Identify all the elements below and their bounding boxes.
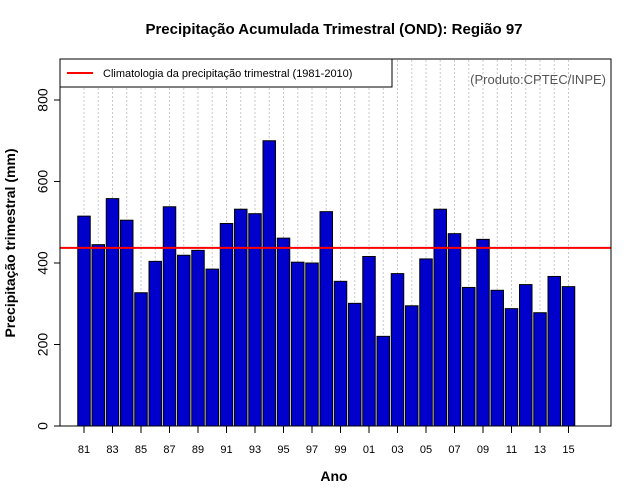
y-tick-label: 0 — [35, 422, 51, 430]
bar-1986 — [148, 260, 162, 427]
bar-2005 — [419, 258, 433, 427]
y-axis: 0 200 400 600 800 — [35, 59, 61, 430]
credit-text: (Produto:CPTEC/INPE) — [470, 72, 606, 87]
bar-2003 — [390, 273, 405, 427]
bar-2013 — [533, 312, 547, 427]
x-tick-label: 87 — [163, 444, 175, 456]
bar-2002 — [376, 335, 390, 427]
bar-1994 — [262, 140, 276, 427]
bar-1997 — [305, 262, 319, 427]
x-tick-label: 83 — [106, 444, 118, 456]
bar-2012 — [519, 284, 533, 427]
x-tick-label: 15 — [562, 444, 574, 456]
bar-1983 — [105, 198, 120, 427]
bars — [77, 140, 576, 427]
bar-1996 — [291, 261, 305, 427]
y-tick-label: 400 — [35, 251, 51, 275]
bar-1993 — [248, 213, 262, 427]
bar-2007 — [447, 233, 462, 427]
bar-1999 — [333, 280, 348, 427]
x-tick-label: 91 — [220, 444, 232, 456]
y-tick-label: 200 — [35, 333, 51, 357]
bar-1998 — [319, 211, 333, 427]
x-axis: 81 83 85 87 89 91 93 95 97 99 01 03 05 07 09 11 13 15 — [78, 426, 575, 456]
y-axis-label: Precipitação trimestral (mm) — [2, 148, 18, 337]
x-tick-label: 11 — [506, 444, 517, 456]
legend: Climatologia da precipitação trimestral … — [59, 58, 393, 88]
bar-2001 — [362, 255, 376, 427]
x-tick-label: 99 — [334, 444, 346, 456]
bar-2009 — [476, 238, 490, 427]
bar-2010 — [490, 289, 504, 427]
bar-1988 — [177, 254, 191, 427]
bar-2004 — [405, 305, 419, 427]
bar-1989 — [191, 249, 205, 427]
y-tick-label: 600 — [35, 170, 51, 194]
x-tick-label: 93 — [249, 444, 261, 456]
bar-2015 — [561, 286, 576, 427]
x-tick-label: 05 — [420, 444, 432, 456]
x-tick-label: 97 — [306, 444, 318, 456]
x-tick-label: 01 — [363, 444, 375, 456]
bar-2000 — [348, 302, 362, 427]
x-tick-label: 09 — [477, 444, 489, 456]
bar-1985 — [134, 292, 148, 427]
bar-1995 — [276, 237, 291, 427]
x-tick-label: 03 — [391, 444, 403, 456]
bar-1984 — [120, 219, 134, 427]
bar-2014 — [547, 275, 561, 427]
bar-2008 — [462, 286, 476, 427]
x-axis-label: Ano — [320, 468, 347, 484]
bar-1992 — [234, 208, 248, 427]
x-tick-label: 13 — [534, 444, 546, 456]
bar-1991 — [219, 222, 234, 427]
legend-box — [59, 58, 393, 88]
bar-1987 — [162, 206, 177, 427]
legend-label: Climatologia da precipitação trimestral … — [103, 68, 352, 80]
y-tick-label: 800 — [35, 88, 51, 112]
bar-1990 — [205, 268, 219, 427]
x-tick-label: 85 — [135, 444, 147, 456]
x-tick-label: 07 — [448, 444, 460, 456]
bar-1982 — [91, 244, 105, 427]
bar-2011 — [504, 308, 519, 427]
x-tick-label: 81 — [78, 444, 90, 456]
x-tick-label: 89 — [192, 444, 204, 456]
bar-2006 — [433, 208, 447, 427]
x-tick-label: 95 — [277, 444, 289, 456]
chart-title: Precipitação Acumulada Trimestral (OND):… — [145, 21, 522, 38]
